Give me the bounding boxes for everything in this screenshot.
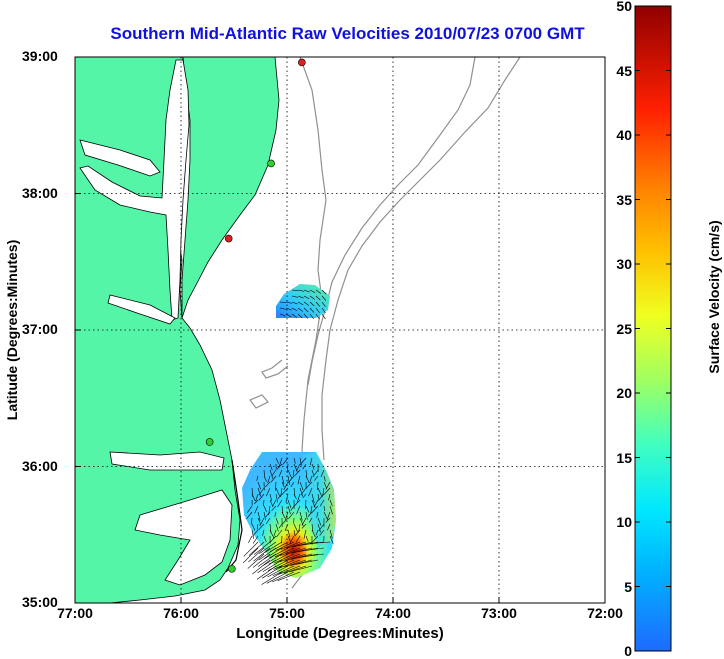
colorbar-tick-label: 35 (616, 191, 632, 208)
station-marker (228, 565, 236, 573)
y-tick-label: 35:00 (22, 594, 58, 610)
pamlico-sound (134, 489, 233, 586)
colorbar-label: Surface Velocity (cm/s) (706, 220, 722, 374)
y-tick-label: 39:00 (22, 48, 58, 64)
station-marker (267, 159, 275, 168)
colorbar-tick-label: 40 (616, 127, 632, 143)
y-tick-label: 37:00 (22, 321, 58, 337)
x-tick-label: 77:00 (57, 605, 93, 621)
x-tick-label: 75:00 (269, 605, 305, 621)
y-axis-label: Latitude (Degrees:Minutes) (4, 239, 20, 421)
x-tick-label: 76:00 (163, 605, 199, 621)
y-tick-label: 38:00 (22, 185, 58, 201)
james-estuary (107, 294, 176, 325)
delmarva-peninsula (181, 57, 280, 319)
colorbar-tick-label: 10 (616, 514, 632, 530)
colorbar-tick-label: 25 (616, 320, 632, 337)
radar-stations (205, 58, 306, 573)
grid-lines (75, 57, 605, 603)
station-marker (224, 234, 233, 243)
colorbar (634, 5, 672, 652)
x-axis-label: Longitude (Degrees:Minutes) (236, 625, 444, 642)
albemarle-sound (109, 451, 225, 471)
colorbar-tick-label: 15 (616, 449, 632, 466)
inland-water (79, 59, 233, 586)
colorbar-tick-label: 50 (616, 0, 632, 14)
page-title: Southern Mid-Atlantic Raw Velocities 201… (110, 24, 585, 43)
colorbar-tick-label: 5 (624, 578, 632, 595)
velocity-fields (242, 284, 336, 585)
potomac-estuary (79, 139, 161, 177)
station-marker (298, 58, 306, 67)
x-tick-label: 74:00 (375, 605, 411, 621)
x-tick-label: 72:00 (587, 605, 623, 621)
x-tick-label: 73:00 (481, 605, 517, 621)
colorbar-tick-label: 45 (616, 62, 632, 79)
colorbar-tick-label: 30 (616, 256, 632, 272)
colorbar-tick-label: 20 (616, 385, 632, 401)
y-tick-label: 36:00 (22, 458, 58, 474)
colorbar-tick-label: 0 (624, 643, 632, 659)
station-marker (205, 438, 214, 446)
chesapeake-bay (79, 59, 190, 321)
